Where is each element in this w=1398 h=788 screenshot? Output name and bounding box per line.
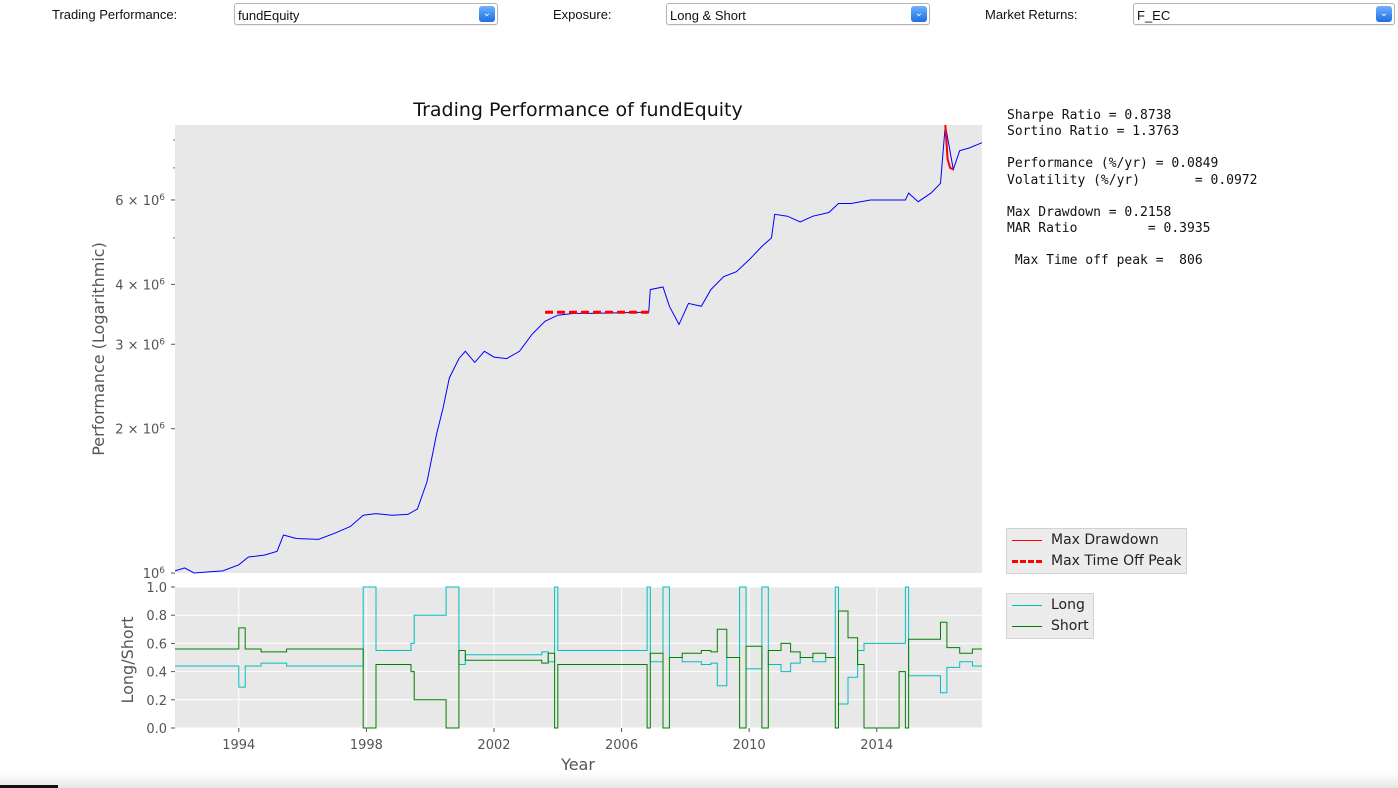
legend-label: Long — [1051, 597, 1085, 613]
x-tick-label: 2002 — [477, 738, 510, 753]
long-exposure-line — [175, 586, 982, 705]
y-tick-label: 1.0 — [146, 581, 167, 596]
volatility-stat: Volatility (%/yr) = 0.0972 — [1007, 172, 1258, 188]
performance-legend: Max Drawdown Max Time Off Peak — [1006, 528, 1187, 574]
exposure-legend: Long Short — [1006, 593, 1094, 639]
y-tick-label: 106 — [143, 566, 166, 582]
exposure-y-axis-label: Long/Short — [118, 616, 137, 703]
performance-plot-area — [175, 125, 982, 573]
exposure-plot-area — [175, 587, 982, 728]
market-returns-value: F_EC — [1137, 8, 1171, 23]
y-tick-label: 0.0 — [146, 722, 167, 737]
x-tick-label: 1998 — [350, 738, 383, 753]
chart-title: Trading Performance of fundEquity — [412, 99, 742, 121]
performance-chart: 106 2 × 106 3 × 106 4 × 106 6 × 106 Trading … — [89, 99, 983, 582]
trading-performance-value: fundEquity — [238, 8, 300, 23]
y-tick-label: 2 × 106 — [115, 422, 165, 438]
time-off-peak-stat: Max Time off peak = 806 — [1007, 253, 1203, 269]
max-drawdown-line — [944, 124, 954, 171]
mar-ratio-stat: MAR Ratio = 0.3935 — [1007, 221, 1211, 237]
x-tick-label: 2014 — [860, 738, 893, 753]
legend-swatch — [1012, 540, 1042, 541]
y-tick-label: 0.4 — [146, 666, 167, 681]
sharpe-ratio: Sharpe Ratio = 0.8738 — [1007, 108, 1172, 123]
stats-panel: Sharpe Ratio = 0.8738 Sortino Ratio = 1.3… — [1007, 108, 1257, 269]
short-exposure-line — [175, 610, 982, 729]
y-tick-label: 3 × 106 — [115, 337, 165, 353]
y-tick-label: 0.8 — [146, 609, 167, 624]
chevron-down-icon[interactable]: ⌄ — [479, 6, 495, 22]
market-returns-label: Market Returns: — [985, 7, 1078, 22]
x-tick-label: 2006 — [605, 738, 638, 753]
y-tick-label: 0.2 — [146, 694, 167, 709]
x-axis-label: Year — [560, 755, 595, 774]
legend-label: Max Time Off Peak — [1051, 553, 1182, 569]
x-tick-label: 2010 — [733, 738, 766, 753]
trading-performance-label: Trading Performance: — [52, 7, 178, 22]
window-bottom-edge — [0, 772, 1398, 788]
exposure-label: Exposure: — [553, 7, 612, 22]
sortino-ratio: Sortino Ratio = 1.3763 — [1007, 124, 1180, 140]
legend-label: Short — [1051, 618, 1089, 634]
legend-swatch — [1012, 605, 1042, 606]
x-tick-label: 1994 — [222, 738, 255, 753]
performance-stat: Performance (%/yr) = 0.0849 — [1007, 156, 1219, 172]
equity-line — [174, 124, 983, 574]
y-tick-label: 4 × 106 — [115, 277, 165, 293]
legend-label: Max Drawdown — [1051, 532, 1159, 548]
y-tick-label: 0.6 — [146, 637, 167, 652]
market-returns-select[interactable]: F_EC ⌄ — [1133, 3, 1395, 25]
max-drawdown-stat: Max Drawdown = 0.2158 — [1007, 204, 1172, 220]
scroll-indicator — [0, 785, 58, 788]
exposure-chart: 0.0 0.2 0.4 0.6 0.8 1.0 1994 1998 2002 2006 2010 20… — [118, 581, 982, 774]
y-tick-label: 6 × 106 — [115, 193, 165, 209]
legend-swatch — [1012, 626, 1042, 627]
exposure-select[interactable]: Long & Short ⌄ — [666, 3, 930, 25]
chevron-down-icon[interactable]: ⌄ — [911, 6, 927, 22]
legend-swatch — [1012, 560, 1042, 563]
chevron-down-icon[interactable]: ⌄ — [1376, 6, 1392, 22]
exposure-value: Long & Short — [670, 8, 746, 23]
trading-performance-select[interactable]: fundEquity ⌄ — [234, 3, 498, 25]
y-axis-label: Performance (Logarithmic) — [89, 242, 108, 456]
